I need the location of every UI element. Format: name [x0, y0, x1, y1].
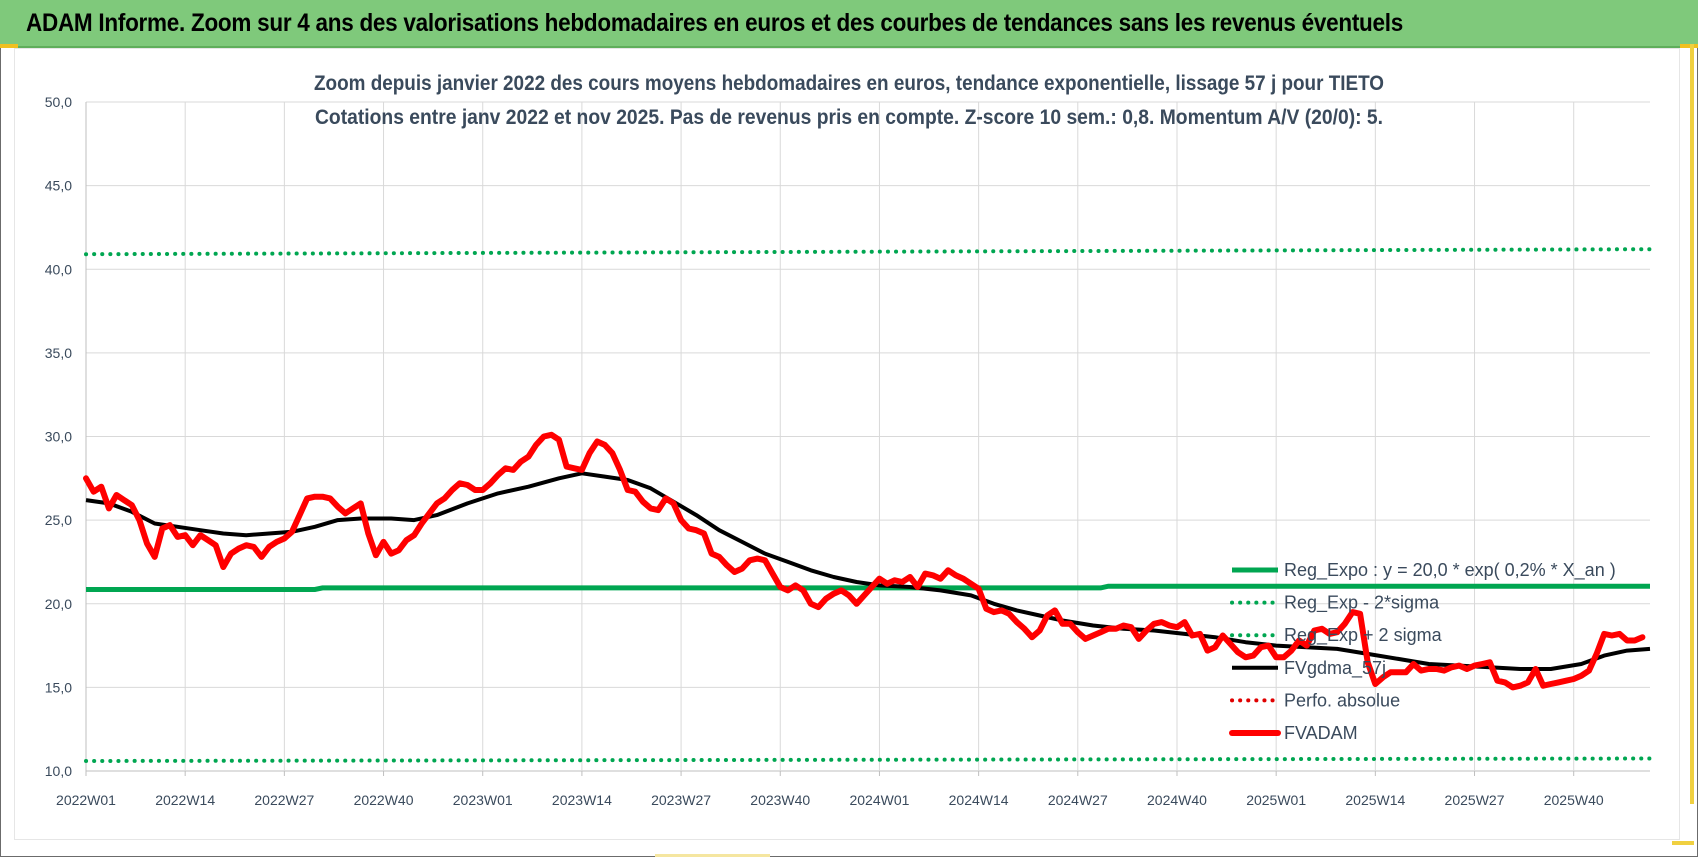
x-tick-label: 2023W27 [651, 792, 711, 808]
corner-accent-right [1680, 44, 1698, 48]
right-edge-accent [1690, 44, 1694, 804]
y-tick-label: 10,0 [45, 763, 72, 779]
y-tick-label: 50,0 [45, 94, 72, 110]
x-tick-label: 2024W40 [1147, 792, 1207, 808]
x-tick-label: 2024W27 [1048, 792, 1108, 808]
y-tick-label: 20,0 [45, 596, 72, 612]
legend-label: Reg_Exp - 2*sigma [1284, 593, 1440, 614]
x-tick-label: 2023W14 [552, 792, 612, 808]
legend-label: Reg_Exp + 2 sigma [1284, 625, 1443, 646]
y-tick-label: 45,0 [45, 178, 72, 194]
x-tick-label: 2025W14 [1345, 792, 1405, 808]
plot-container [14, 48, 1680, 840]
x-tick-label: 2022W01 [56, 792, 116, 808]
series-line-3 [84, 247, 1652, 257]
y-tick-label: 25,0 [45, 512, 72, 528]
chart-subtitle: Cotations entre janv 2022 et nov 2025. P… [315, 106, 1383, 129]
y-tick-label: 15,0 [45, 679, 72, 695]
series-line-2 [84, 756, 1652, 763]
legend-label: Reg_Expo : y = 20,0 * exp( 0,2% * X_an ) [1284, 560, 1616, 581]
page-title: ADAM Informe. Zoom sur 4 ans des valoris… [26, 9, 1403, 37]
series-line-1 [86, 583, 1650, 592]
x-tick-label: 2022W40 [354, 792, 414, 808]
legend-label: Perfo. absolue [1284, 690, 1400, 710]
y-tick-label: 30,0 [45, 429, 72, 445]
legend-label: FVADAM [1284, 723, 1358, 743]
x-tick-label: 2025W27 [1445, 792, 1505, 808]
x-tick-label: 2022W27 [254, 792, 314, 808]
series-line-6 [83, 431, 1646, 691]
grid [85, 101, 1650, 776]
x-tick-label: 2025W01 [1246, 792, 1306, 808]
corner-accent-left [0, 44, 18, 48]
bottom-right-accent [1672, 841, 1694, 845]
bottom-edge-accent [655, 854, 770, 857]
x-tick-label: 2025W40 [1544, 792, 1604, 808]
y-tick-label: 35,0 [45, 345, 72, 361]
chart-title: Zoom depuis janvier 2022 des cours moyen… [314, 72, 1384, 95]
legend: Reg_Expo : y = 20,0 * exp( 0,2% * X_an )… [1229, 560, 1616, 743]
x-tick-label: 2022W14 [155, 792, 215, 808]
axes: 10,0 15,0 20,0 25,0 30,0 35,0 40,0 45,0 50,0 2022… [45, 94, 1604, 808]
y-tick-label: 40,0 [45, 261, 72, 277]
x-tick-label: 2024W01 [849, 792, 909, 808]
x-tick-label: 2023W40 [750, 792, 810, 808]
legend-label: FVgdma_57j [1284, 658, 1386, 679]
series-group [83, 247, 1652, 763]
header-banner: ADAM Informe. Zoom sur 4 ans des valoris… [0, 0, 1698, 48]
x-tick-label: 2024W14 [949, 792, 1009, 808]
x-tick-label: 2023W01 [453, 792, 513, 808]
